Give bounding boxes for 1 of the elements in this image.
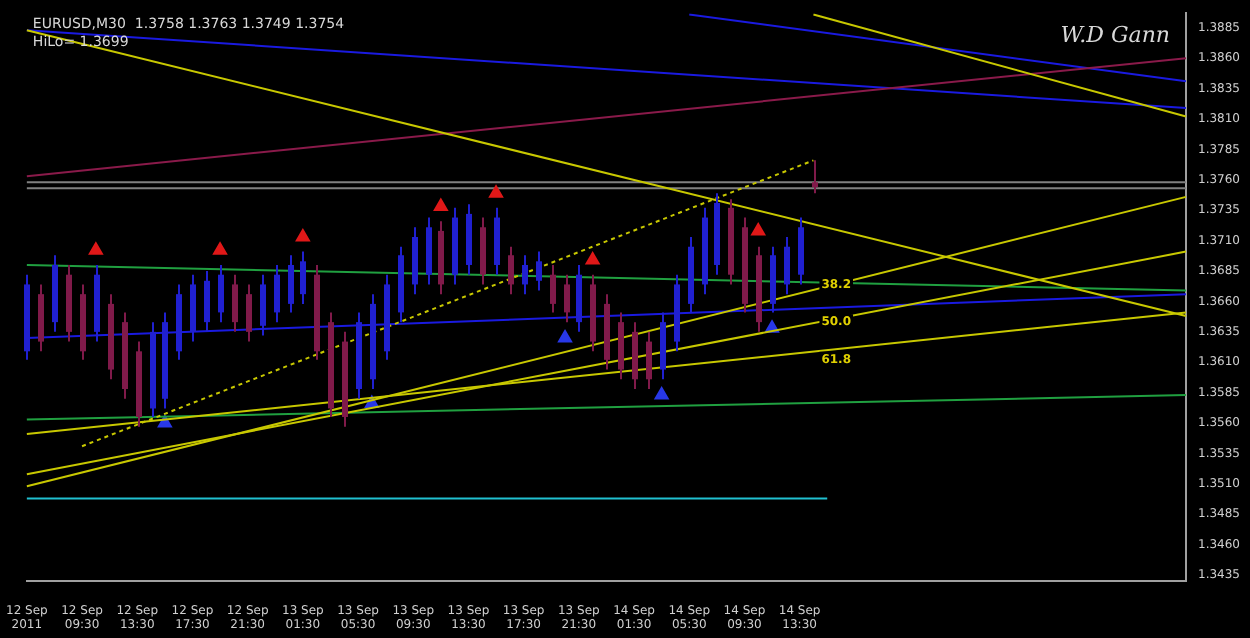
annotation: W.D Gann (1060, 21, 1171, 48)
